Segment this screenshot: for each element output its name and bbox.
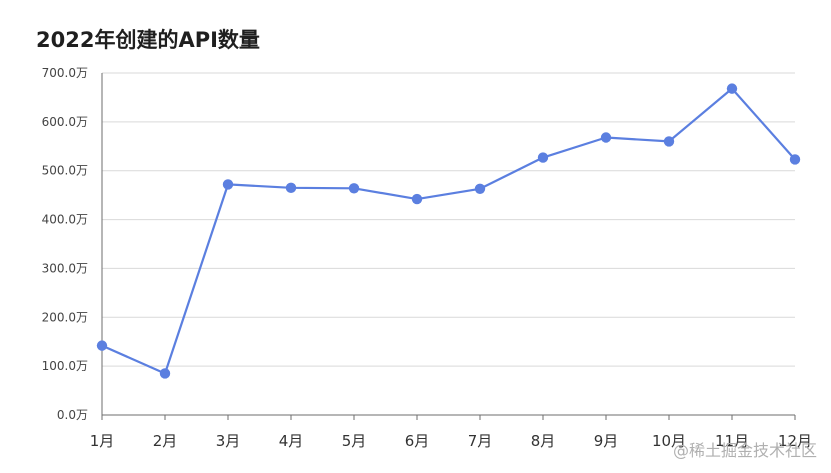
y-tick-label: 600.0万 [42,115,88,129]
data-point[interactable] [789,154,801,165]
x-tick-labels: 1月 2月 3月 4月 5月 6月 7月 8月 9月 10月 11月 12月 [90,432,812,450]
y-tick-label: 100.0万 [42,359,88,373]
x-tick-label: 2月 [153,432,178,450]
data-point[interactable] [285,182,297,194]
axes [101,73,796,420]
data-points [96,83,801,379]
x-tick-label: 6月 [405,432,430,450]
x-tick-label: 4月 [279,432,304,450]
x-tick-label: 9月 [594,432,619,450]
x-tick-label: 1月 [90,432,115,450]
series-lines [101,87,796,375]
data-point[interactable] [474,183,486,194]
data-point[interactable] [726,83,738,94]
x-tick-label: 8月 [531,432,556,450]
data-point[interactable] [600,132,612,143]
x-tick-label: 3月 [216,432,241,450]
y-tick-label: 200.0万 [42,310,88,324]
data-point[interactable] [348,183,360,194]
x-tick-label: 10月 [652,432,686,450]
x-tick-label: 5月 [342,432,367,450]
chart-title: 2022年创建的API数量 [36,28,260,52]
y-tick-labels: 0.0万 100.0万 200.0万 300.0万 400.0万 500.0万 600.0万… [42,66,88,422]
watermark: @稀土掘金技术社区 [672,441,817,460]
grid-lines [102,72,795,367]
y-tick-label: 700.0万 [42,66,88,80]
x-tick-label: 7月 [468,432,493,450]
y-tick-label: 400.0万 [42,213,88,227]
y-tick-label: 300.0万 [42,261,88,275]
data-point[interactable] [96,340,108,351]
series-line [101,87,796,375]
data-point[interactable] [411,193,423,205]
x-tick-label: 11月 [715,432,749,450]
y-tick-label: 0.0万 [57,408,88,422]
data-point[interactable] [663,136,675,147]
data-point[interactable] [159,368,171,379]
data-point[interactable] [537,152,549,163]
data-point[interactable] [222,179,234,190]
y-tick-label: 500.0万 [42,164,88,178]
x-tick-label: 12月 [778,432,812,450]
